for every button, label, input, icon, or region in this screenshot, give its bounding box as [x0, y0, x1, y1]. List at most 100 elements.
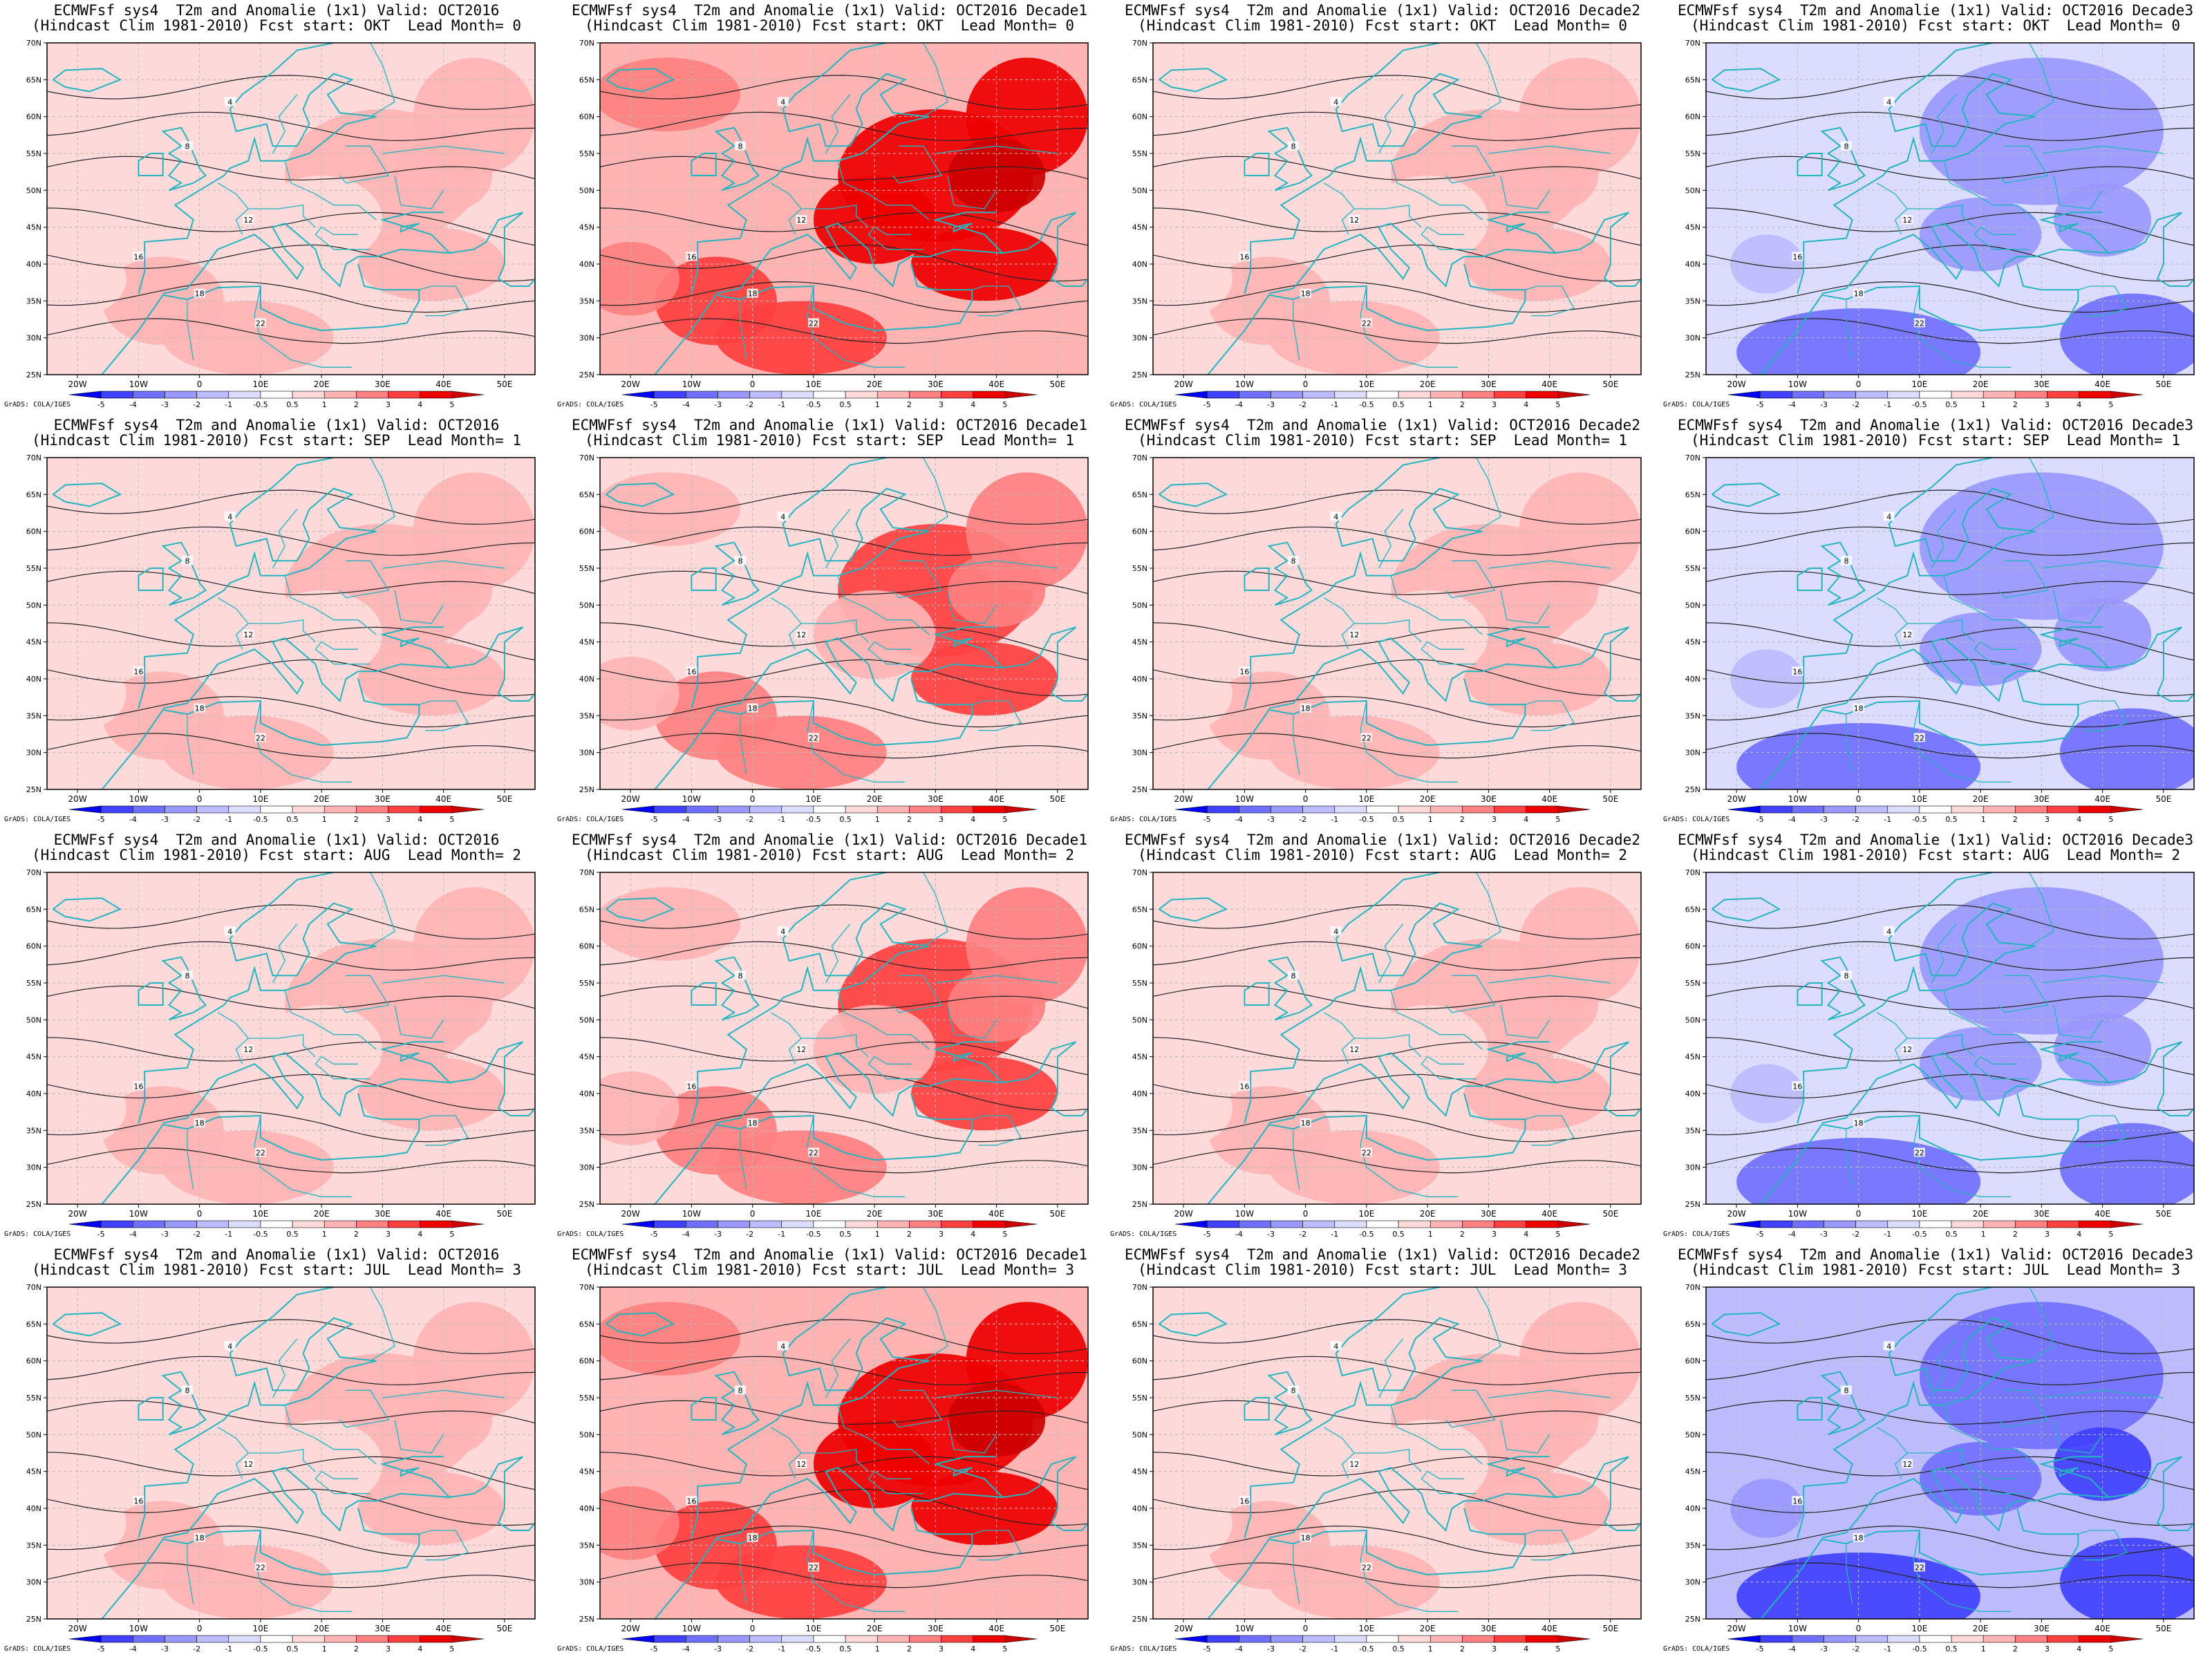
legend-swatch — [941, 1635, 973, 1643]
country-border — [272, 94, 298, 154]
lat-tick-label: 25N — [26, 1615, 41, 1624]
legend-value-label: 0.5 — [286, 400, 299, 409]
coastline — [1821, 1041, 2110, 1124]
legend-value-label: -4 — [1788, 815, 1796, 824]
lon-tick-label: 20E — [1973, 1624, 1989, 1633]
anomaly-blob — [47, 1302, 187, 1376]
country-border — [1323, 1012, 1356, 1065]
legend-swatch — [1759, 391, 1792, 399]
lat-tick-label: 50N — [26, 186, 41, 195]
legend-swatch — [813, 1220, 846, 1228]
lat-tick-label: 60N — [26, 1357, 41, 1366]
lon-tick-label: 20E — [314, 794, 330, 804]
legend-value-label: -2 — [193, 1230, 200, 1239]
map-frame — [46, 872, 536, 1205]
legend-swatch — [1239, 1635, 1271, 1643]
grads-credit: GrADS: COLA/IGES — [1663, 816, 1730, 823]
lon-tick-label: 10W — [129, 1624, 148, 1633]
lon-tick-label: 10E — [252, 379, 268, 389]
contour-label: 4 — [780, 97, 785, 106]
lon-tick-label: 20W — [1174, 1209, 1193, 1219]
lon-tick-label: 10E — [1911, 1624, 1927, 1633]
coastline — [1268, 212, 1557, 294]
coastline — [1002, 1041, 1088, 1116]
anomaly-blob — [1153, 887, 1293, 961]
lon-tick-label: 30E — [2034, 1209, 2050, 1219]
temperature-contour — [47, 281, 535, 313]
legend-value-label: 5 — [1555, 400, 1560, 409]
lat-tick-label: 60N — [1685, 113, 1700, 122]
country-border — [1913, 1115, 2012, 1197]
legend-value-label: 0.5 — [1392, 1644, 1405, 1653]
legend-swatch — [686, 1220, 718, 1228]
contour-label: 8 — [1844, 142, 1848, 151]
lat-tick-label: 40N — [26, 1504, 41, 1513]
temperature-contour — [600, 156, 1088, 181]
country-border — [1390, 1405, 1483, 1465]
contour-label: 8 — [185, 142, 189, 151]
lon-tick-label: 50E — [1049, 379, 1065, 389]
legend-swatch — [973, 1635, 1006, 1643]
legend-value-label: 5 — [1555, 1644, 1560, 1653]
contour-label: 4 — [1333, 927, 1338, 936]
country-border — [1525, 1530, 1575, 1561]
country-border — [1876, 597, 1909, 650]
coastline — [2059, 1052, 2079, 1062]
legend-swatch — [941, 391, 973, 399]
coastline — [162, 626, 451, 709]
lat-tick-label: 50N — [1132, 1430, 1147, 1439]
coastline — [161, 541, 207, 606]
contour-label: 4 — [1333, 512, 1338, 521]
lon-tick-label: 0 — [197, 379, 203, 389]
temperature-contour — [600, 489, 1088, 525]
anomaly-blob — [1153, 242, 1232, 316]
anomaly-blob — [47, 1486, 126, 1560]
panel-title-line2: (Hindcast Clim 1981-2010) Fcst start: OK… — [1690, 17, 2180, 34]
legend-swatch — [1239, 805, 1271, 814]
legend-value-label: -2 — [1852, 815, 1859, 824]
temperature-contour — [1153, 1562, 1641, 1588]
country-border — [770, 597, 803, 650]
coastline — [2059, 223, 2079, 233]
legend-swatch — [1004, 805, 1038, 814]
country-border — [2029, 872, 2054, 947]
contour-label: 12 — [796, 1460, 806, 1469]
lat-tick-label: 70N — [26, 1283, 41, 1292]
legend-swatch — [1951, 391, 1984, 399]
temperature-contour — [47, 1110, 535, 1143]
lat-tick-label: 30N — [1685, 1578, 1700, 1587]
lat-tick-label: 50N — [26, 1430, 41, 1439]
country-border — [1876, 182, 1909, 235]
anomaly-blob — [1919, 1442, 2042, 1516]
country-border — [1488, 560, 1611, 569]
contour-label: 18 — [1854, 1534, 1864, 1543]
legend-value-label: 0.5 — [839, 815, 852, 824]
legend-value-label: -0.5 — [806, 1230, 821, 1239]
coastline — [714, 126, 760, 191]
lon-tick-label: 20W — [68, 379, 87, 389]
anomaly-map: 481216182270N65N60N55N50N45N40N35N30N25N… — [1685, 1283, 2195, 1653]
country-border — [2053, 1419, 2103, 1454]
lon-tick-label: 10E — [252, 794, 268, 804]
coastline — [1244, 1397, 1270, 1421]
lon-tick-label: 20E — [867, 794, 883, 804]
temperature-contour — [1706, 207, 2194, 246]
lat-tick-label: 30N — [26, 334, 41, 343]
legend-value-label: -2 — [1299, 815, 1306, 824]
legend-swatch — [133, 1635, 165, 1643]
contour-label: 12 — [243, 1460, 253, 1469]
lat-tick-label: 65N — [1685, 75, 1700, 84]
legend-value-label: 1 — [322, 1644, 327, 1653]
legend-swatch — [1004, 391, 1038, 399]
lat-tick-label: 50N — [26, 1015, 41, 1024]
coastline — [1820, 1371, 1866, 1436]
coastline — [2108, 1456, 2194, 1531]
legend-value-label: 2 — [354, 1644, 359, 1653]
contour-label: 4 — [1333, 1342, 1338, 1351]
lon-tick-label: 10W — [1235, 1209, 1254, 1219]
contour-label: 22 — [1915, 319, 1924, 328]
lat-tick-label: 40N — [1132, 1089, 1147, 1098]
legend-value-label: 2 — [907, 1230, 912, 1239]
grads-credit: GrADS: COLA/IGES — [557, 1230, 624, 1238]
lat-tick-label: 65N — [1685, 490, 1700, 499]
